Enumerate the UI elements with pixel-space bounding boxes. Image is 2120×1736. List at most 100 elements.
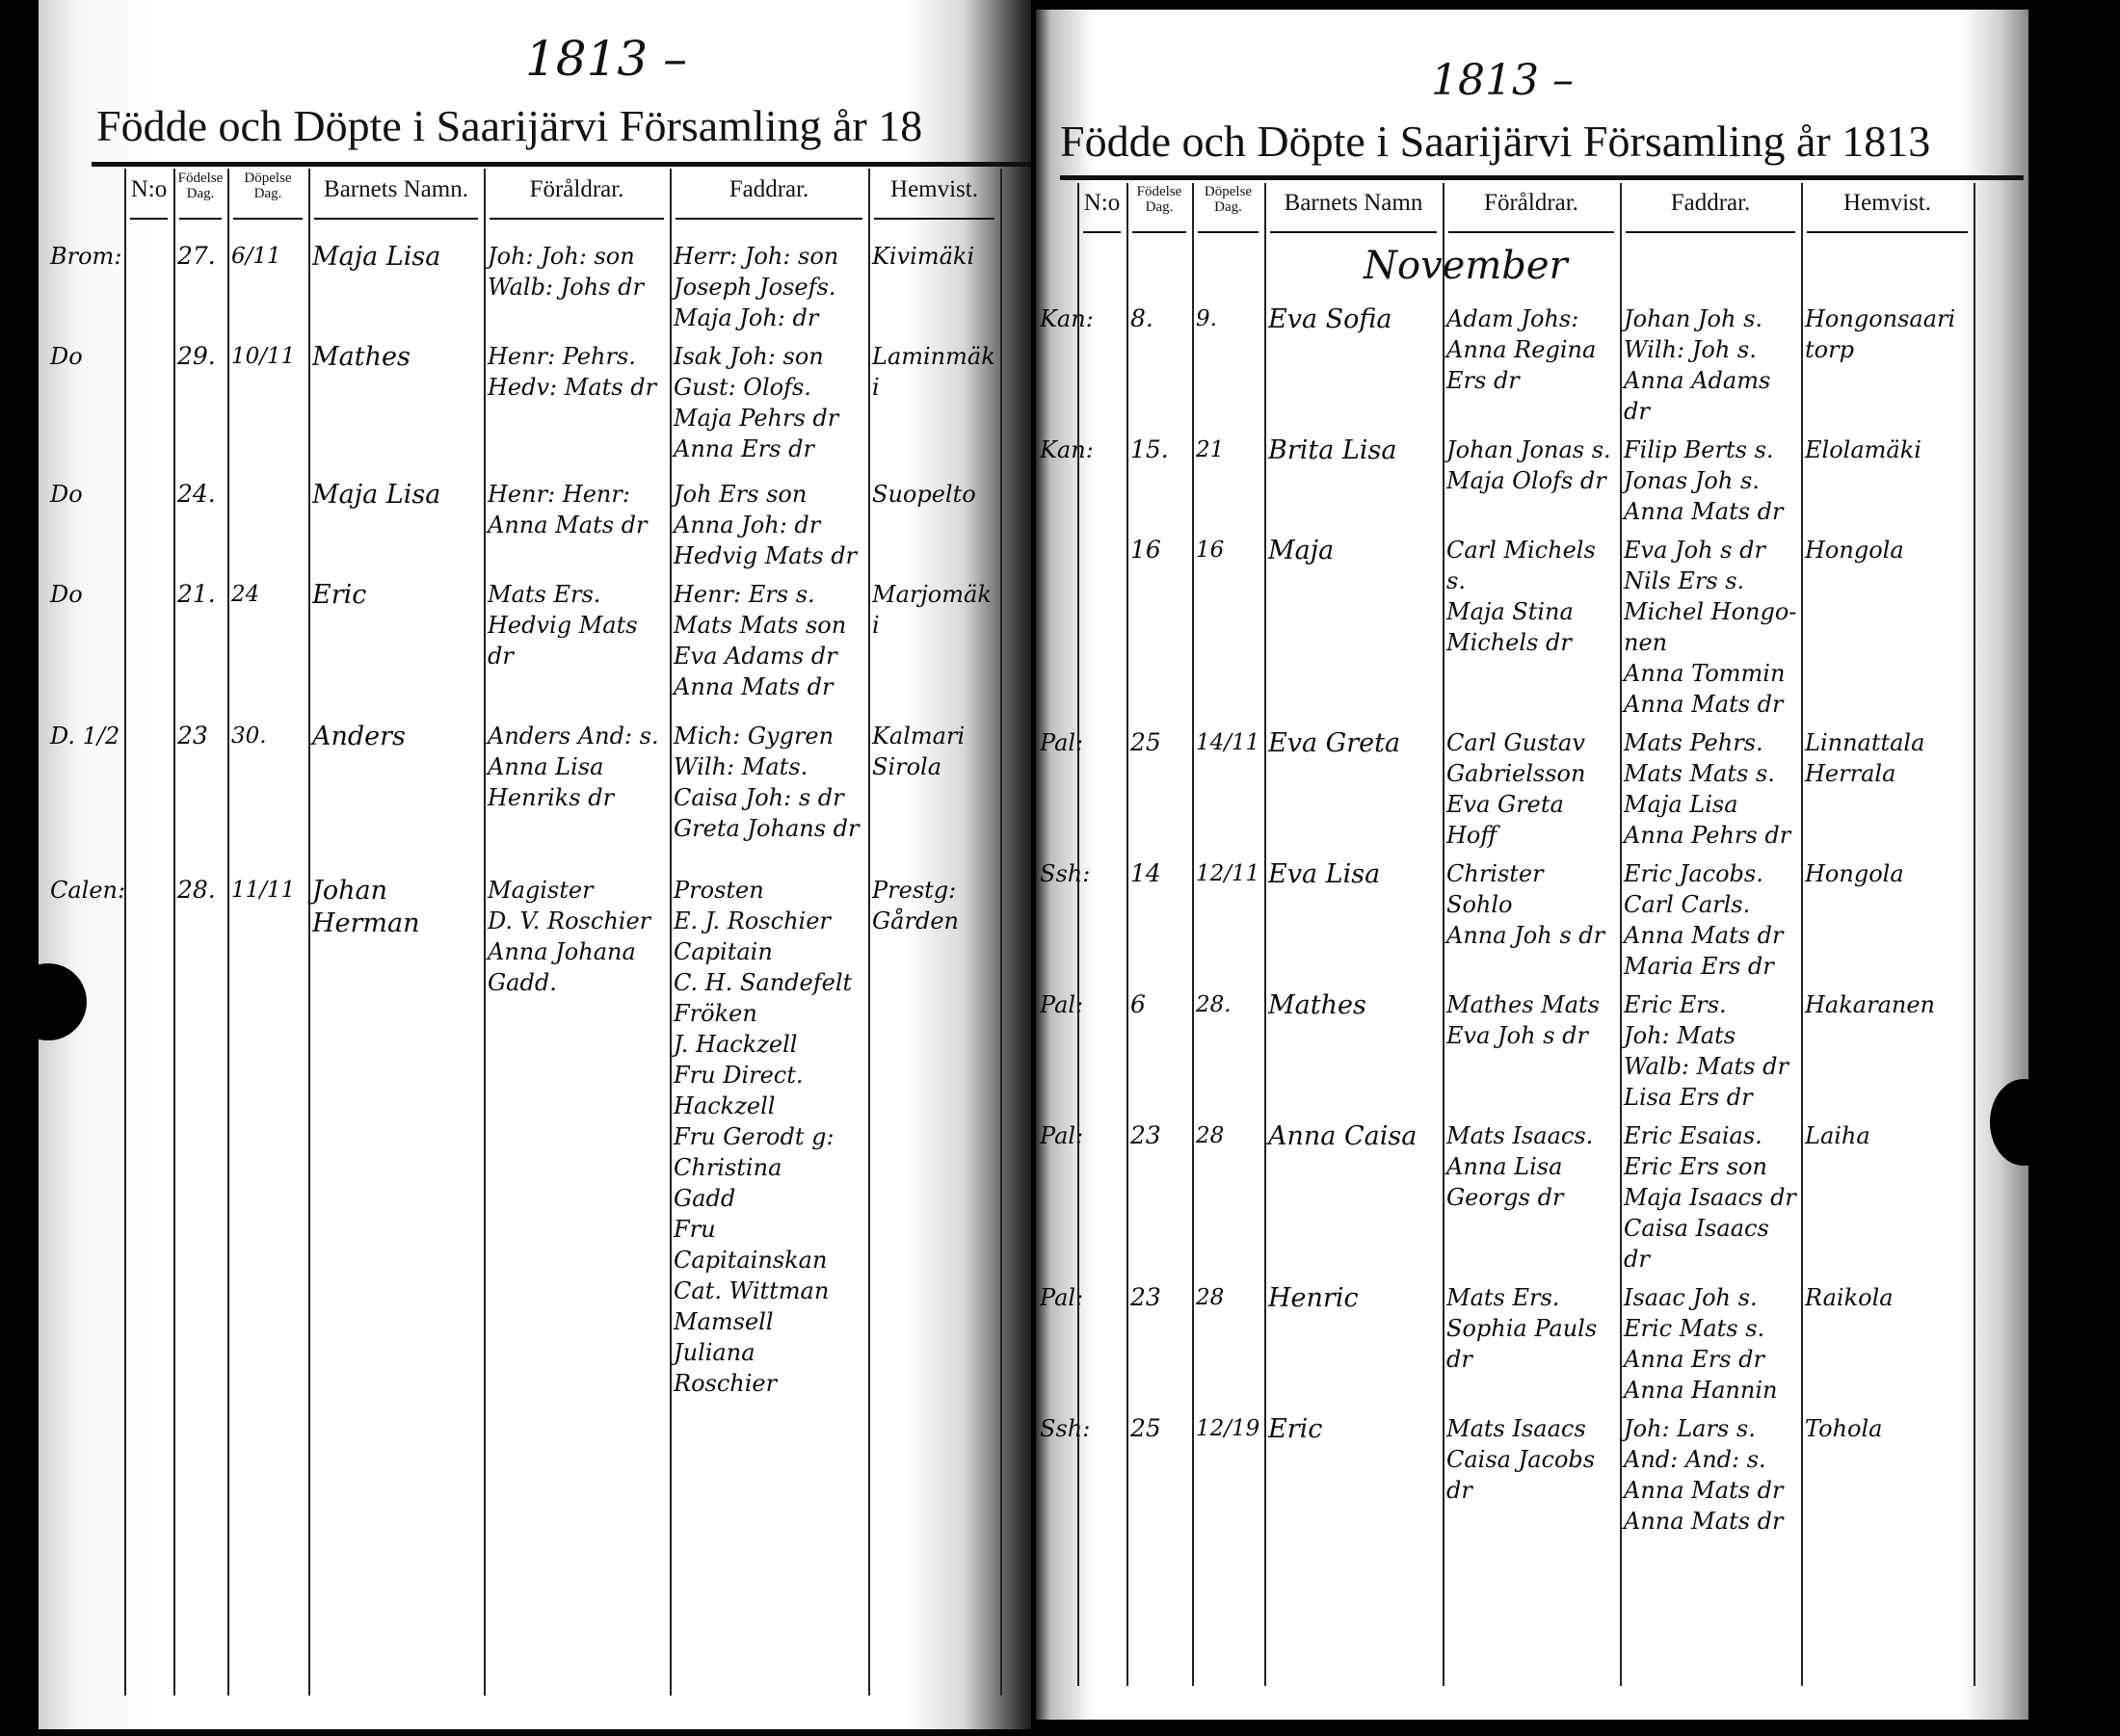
parents-line: Mats Isaacs.: [1446, 1122, 1594, 1149]
godparents-line: Carl Carls.: [1624, 891, 1751, 918]
parents-line: Hedvig Mats dr: [488, 612, 638, 670]
parents-line: Gadd.: [488, 969, 557, 996]
baptism-day: 9.: [1196, 306, 1217, 331]
godparents-line: Hedvig Mats dr: [674, 542, 858, 569]
godparents: Mats Pehrs. Mats Mats s. Maja Lisa Anna Peh…: [1624, 727, 1797, 851]
godparents-line: Anna Mats dr: [1624, 922, 1784, 949]
header-child-name: Barnets Namn.: [324, 176, 468, 202]
residence: Laminmäki: [872, 341, 996, 403]
parents-line: Caisa Jacobs dr: [1446, 1446, 1596, 1504]
birth-day: 25: [1130, 1414, 1161, 1442]
entry-number: Pal:: [1040, 1284, 1084, 1311]
godparents-line: Joh Ers son: [674, 481, 808, 508]
baptism-day: 14/11: [1196, 730, 1260, 755]
residence-line: Kalmari: [872, 723, 966, 750]
column-divider: [1264, 183, 1266, 1686]
godparents: Henr: Ers s. Mats Mats son Eva Adams dr Ann…: [674, 579, 864, 702]
parents-line: Mats Ers.: [1446, 1284, 1560, 1311]
entry-number: Calen:: [50, 877, 126, 904]
godparents-line: Nils Ers s.: [1624, 567, 1745, 594]
header-child-name: Barnets Namn: [1284, 190, 1423, 216]
header-underline: [179, 218, 222, 220]
parents: Joh: Joh: son Walb: Johs dr: [488, 241, 666, 302]
godparents-line: Christina: [674, 1154, 782, 1181]
godparents-line: E. J. Roschier: [674, 907, 831, 934]
parents-line: D. V. Roschier: [488, 907, 651, 934]
godparents-line: Eric Ers son: [1624, 1153, 1767, 1180]
parents-line: Adam Johs:: [1446, 305, 1579, 332]
parents-line: Michels dr: [1446, 629, 1572, 656]
parents: Christer Sohlo Anna Joh s dr: [1446, 858, 1616, 951]
godparents-line: Maja Isaacs dr: [1624, 1184, 1796, 1211]
parents: Magister D. V. Roschier Anna Johana Gadd.: [488, 875, 666, 998]
header-residence: Hemvist.: [1843, 190, 1931, 216]
header-number: N:o: [130, 176, 168, 202]
parents-line: Mathes Mats: [1446, 991, 1600, 1018]
godparents: Joh: Lars s. And: And: s. Anna Mats dr Anna…: [1624, 1413, 1797, 1537]
parents: Mathes Mats Eva Joh s dr: [1446, 989, 1616, 1051]
parents-line: Eva Greta Hoff: [1446, 791, 1564, 849]
parents-line: Hedv: Mats dr: [488, 374, 657, 401]
godparents-line: Maja Pehrs dr: [674, 405, 839, 432]
godparents-line: Anna Ers dr: [1624, 1346, 1764, 1373]
entry-number: Ssh:: [1040, 860, 1091, 887]
godparents: Joh Ers son Anna Joh: dr Hedvig Mats dr: [674, 479, 864, 571]
parents-line: Joh: Joh: son: [488, 243, 635, 270]
godparents-line: Fru Direct.: [674, 1062, 804, 1089]
header-birth-day: Födelse Dag.: [177, 171, 224, 201]
godparents-line: Joh: Mats: [1624, 1022, 1736, 1049]
parents-line: Ers dr: [1446, 367, 1520, 394]
column-divider: [1801, 183, 1803, 1686]
column-divider: [484, 169, 486, 1696]
parents-line: Anna Joh s dr: [1446, 922, 1605, 949]
residence-line: Hongola: [1805, 860, 1904, 887]
residence: Elolamäki: [1805, 434, 1970, 465]
entry-number: Do: [50, 343, 83, 370]
godparents: Isak Joh: son Gust: Olofs. Maja Pehrs dr An…: [674, 341, 864, 464]
residence: Raikola: [1805, 1282, 1970, 1313]
parents-line: Anna Regina: [1446, 336, 1597, 363]
baptism-day: 12/19: [1196, 1416, 1260, 1441]
godparents-line: Fröken: [674, 1000, 757, 1027]
godparents-line: Anna Mats dr: [1624, 1508, 1784, 1535]
baptism-day: 12/11: [1196, 861, 1260, 886]
header-underline: [314, 218, 478, 220]
parents-line: Anna Mats dr: [488, 512, 648, 539]
header-underline: [1198, 231, 1259, 233]
birth-day: 23: [1130, 1121, 1161, 1149]
residence: Hongola: [1805, 858, 1970, 889]
birth-day: 25: [1130, 728, 1161, 756]
birth-day: 24.: [177, 480, 216, 508]
residence-line: Prestg:: [872, 877, 957, 904]
residence-line: Marjomäki: [872, 581, 992, 639]
parents-line: Walb: Johs dr: [488, 274, 644, 301]
parents-line: Anna Lisa: [1446, 1153, 1563, 1180]
header-underline: [874, 218, 994, 220]
residence-line: Herrala: [1805, 760, 1896, 787]
header-residence: Hemvist.: [890, 176, 978, 202]
godparents: Prosten E. J. Roschier Capitain C. H. Sande…: [674, 875, 864, 1399]
header-birth-day: Födelse Dag.: [1136, 184, 1182, 215]
residence: Hongonsaari torp: [1805, 303, 1970, 365]
godparents-line: Anna Pehrs dr: [1624, 822, 1791, 849]
residence: Prestg: Gården: [872, 875, 996, 936]
parents-line: Eva Joh s dr: [1446, 1022, 1588, 1049]
parents: Mats Isaacs. Anna Lisa Georgs dr: [1446, 1120, 1616, 1213]
entry-number: D. 1/2: [50, 723, 120, 750]
child-name: Eva Greta: [1268, 728, 1401, 758]
child-name: Eva Sofia: [1268, 304, 1392, 334]
page-title: Födde och Döpte i Saarijärvi Församling …: [1060, 117, 1931, 166]
godparents-line: Caisa Joh: s dr: [674, 784, 844, 811]
header-parents: Föråldrar.: [529, 176, 624, 202]
column-divider: [227, 169, 229, 1696]
godparents-line: Fru Gerodt g:: [674, 1123, 835, 1150]
column-divider: [868, 169, 870, 1696]
residence-line: Hongonsaari torp: [1805, 305, 1956, 363]
child-name: Maja: [1268, 536, 1335, 566]
child-name: Brita Lisa: [1268, 435, 1397, 465]
header-underline: [490, 218, 664, 220]
godparents-line: Isaac Joh s.: [1624, 1284, 1758, 1311]
residence: Linnattala Herrala: [1805, 727, 1970, 789]
godparents: Eva Joh s dr Nils Ers s. Michel Hongo-nen A…: [1624, 535, 1797, 720]
godparents-line: Mats Mats s.: [1624, 760, 1775, 787]
